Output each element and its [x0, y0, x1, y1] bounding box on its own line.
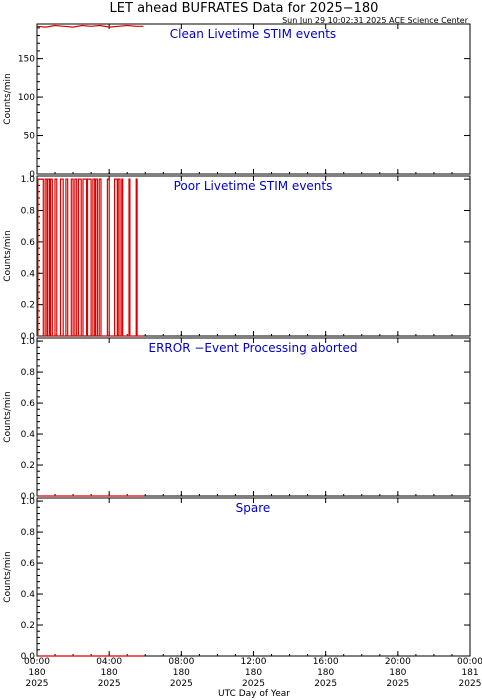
y-tick-label: 1.0	[21, 175, 36, 185]
panel-label: ERROR −Event Processing aborted	[149, 341, 358, 355]
panel-frame	[36, 23, 471, 175]
x-tick-label: 180	[317, 668, 334, 678]
y-tick-label: 0.6	[21, 559, 36, 569]
y-tick-label: 0.4	[21, 269, 36, 279]
y-tick-label: 0.0	[21, 332, 36, 342]
x-axis: 00:00180202504:00180202508:00180202512:0…	[24, 657, 482, 689]
y-tick-label: 0.8	[21, 528, 36, 538]
chart-title: LET ahead BUFRATES Data for 2025−180	[110, 1, 379, 16]
x-tick-label: 2025	[386, 679, 409, 689]
y-axis-title: Counts/min	[3, 391, 13, 442]
x-axis-title: UTC Day of Year	[218, 689, 290, 699]
x-tick-label: 2025	[170, 679, 193, 689]
x-tick-label: 2025	[98, 679, 121, 689]
y-tick-label: 0.8	[21, 368, 36, 378]
y-axis-title: Counts/min	[3, 551, 13, 602]
y-tick-label: 1.0	[21, 337, 36, 347]
panel-3: ERROR −Event Processing aborted 0.0 0.2 0.4…	[3, 337, 471, 502]
panel-4: Spare 0.0 0.2 0.4 0.6 0.8 1.0 Counts/min	[3, 497, 471, 662]
y-tick-label: 0.6	[21, 399, 36, 409]
x-tick-label: 2025	[242, 679, 265, 689]
y-axis-title: Counts/min	[3, 230, 13, 281]
y-tick-label: 0.0	[21, 652, 36, 662]
panel-2: Poor Livetime STIM events 0.0 0.2 0.4 0.6 0.8…	[3, 175, 471, 342]
panel-label: Clean Livetime STIM events	[170, 27, 336, 41]
x-tick-label: 2025	[459, 679, 482, 689]
y-tick-label: 1.0	[21, 497, 36, 507]
y-tick-label: 50	[24, 132, 36, 142]
x-tick-label: 2025	[314, 679, 337, 689]
panels: Clean Livetime STIM events 0 50 100 150 Count…	[3, 23, 471, 662]
series-line	[37, 178, 144, 337]
x-tick-label: 180	[389, 668, 406, 678]
panel-frame	[36, 337, 471, 497]
panel-frame	[36, 175, 471, 337]
panel-label: Spare	[236, 501, 271, 515]
x-tick-label: 180	[173, 668, 190, 678]
timestamp: Sun Jun 29 10:02:31 2025 ACE Science Cen…	[282, 16, 469, 25]
x-tick-label: 04:00	[96, 657, 122, 667]
x-tick-label: 20:00	[385, 657, 411, 667]
y-axis-title: Counts/min	[3, 73, 13, 124]
x-tick-label: 181	[461, 668, 478, 678]
y-tick-label: 0.4	[21, 590, 36, 600]
x-tick-label: 180	[245, 668, 262, 678]
x-tick-label: 08:00	[168, 657, 194, 667]
y-tick-label: 0.0	[21, 492, 36, 502]
x-tick-label: 00:00	[24, 657, 50, 667]
panel-frame	[36, 497, 471, 657]
y-tick-label: 0.4	[21, 430, 36, 440]
x-tick-label: 180	[101, 668, 118, 678]
x-tick-label: 16:00	[313, 657, 339, 667]
y-tick-label: 0.8	[21, 207, 36, 217]
y-tick-label: 0.2	[21, 461, 35, 471]
x-tick-label: 00:00	[457, 657, 482, 667]
panel-1: Clean Livetime STIM events 0 50 100 150 Count…	[3, 23, 471, 180]
y-tick-label: 100	[18, 93, 35, 103]
y-tick-label: 150	[18, 55, 35, 65]
y-tick-label: 0.2	[21, 301, 35, 311]
panel-label: Poor Livetime STIM events	[174, 179, 333, 193]
y-tick-label: 0	[29, 170, 35, 180]
y-tick-label: 0.2	[21, 621, 35, 631]
x-tick-label: 12:00	[241, 657, 267, 667]
x-tick-label: 180	[28, 668, 45, 678]
series-line	[36, 24, 144, 28]
y-tick-label: 0.6	[21, 238, 36, 248]
x-tick-label: 2025	[26, 679, 49, 689]
